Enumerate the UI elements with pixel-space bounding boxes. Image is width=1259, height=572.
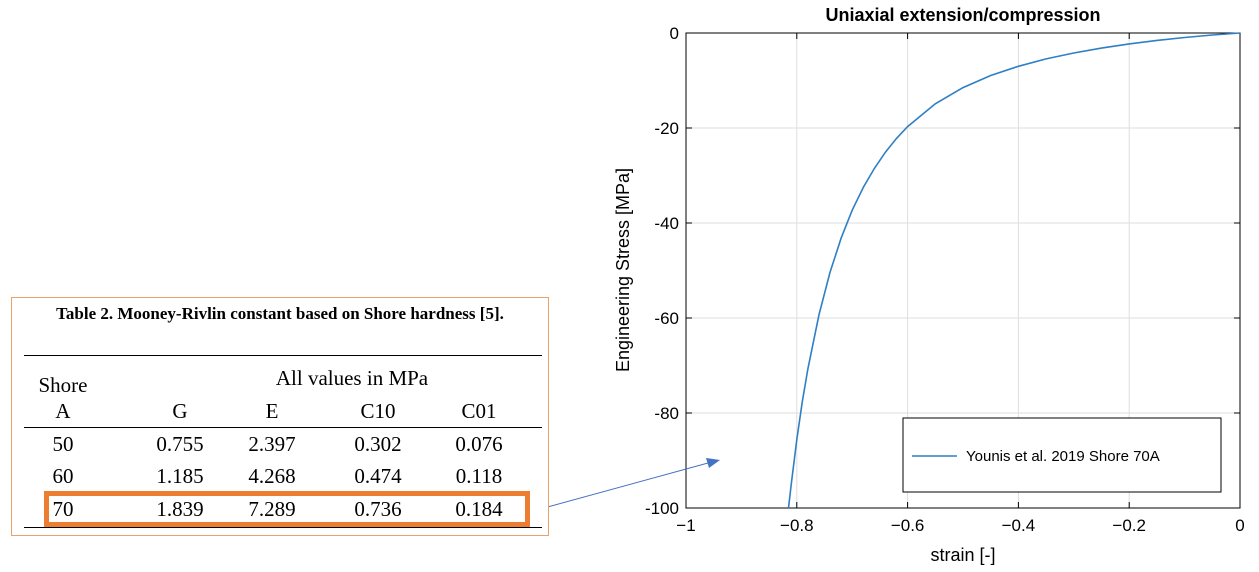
x-tick-label: −0.6 <box>891 516 925 535</box>
cell-shore: 50 <box>52 432 74 456</box>
y-tick-label: 0 <box>670 24 679 43</box>
cell-shore: 70 <box>52 497 74 521</box>
cell-g: 0.755 <box>156 432 204 456</box>
x-tick-label: 0 <box>1235 516 1244 535</box>
legend-label: Younis et al. 2019 Shore 70A <box>966 448 1160 465</box>
series-line <box>787 32 1241 509</box>
row-highlight-box <box>44 491 530 527</box>
plot-area <box>685 32 1241 509</box>
header-shore: Shore <box>38 373 88 397</box>
y-tick-label: -40 <box>654 214 679 233</box>
table-caption: Table 2. Mooney-Rivlin constant based on… <box>56 304 504 323</box>
cell-c01: 0.184 <box>455 497 503 521</box>
bottom-rule <box>24 527 542 528</box>
chart-title: Uniaxial extension/compression <box>825 5 1100 25</box>
x-tick-label: −0.8 <box>780 516 814 535</box>
cell-c10: 0.474 <box>354 464 402 488</box>
x-tick-label: −0.2 <box>1112 516 1146 535</box>
cell-c10: 0.736 <box>354 497 402 521</box>
cell-e: 7.289 <box>248 497 296 521</box>
y-tick-label: -100 <box>645 499 679 518</box>
x-axis-title: strain [-] <box>930 545 995 565</box>
y-tick-label: -60 <box>654 309 679 328</box>
y-axis-title: Engineering Stress [MPa] <box>613 168 633 372</box>
header-c10: C10 <box>360 399 396 423</box>
cell-c01: 0.118 <box>455 464 503 488</box>
cell-c01: 0.076 <box>455 432 503 456</box>
x-tick-labels: −1 −0.8 −0.6 −0.4 −0.2 0 <box>676 516 1244 535</box>
legend: Younis et al. 2019 Shore 70A <box>902 417 1222 493</box>
y-tick-label: -20 <box>654 119 679 138</box>
cell-g: 1.185 <box>156 464 204 488</box>
header-c01: C01 <box>461 399 497 423</box>
cell-g: 1.839 <box>156 497 204 521</box>
top-rule <box>24 355 542 356</box>
header-units: All values in MPa <box>275 366 429 390</box>
header-e: E <box>265 399 279 423</box>
grid-lines <box>686 33 1240 508</box>
table-panel: Table 2. Mooney-Rivlin constant based on… <box>11 297 549 536</box>
cell-e: 4.268 <box>248 464 296 488</box>
callout-arrow <box>521 458 720 515</box>
header-rule <box>24 427 542 428</box>
legend-box <box>902 417 1222 493</box>
y-tick-labels: 0 -20 -40 -60 -80 -100 <box>645 24 679 518</box>
x-tick-label: −0.4 <box>1002 516 1036 535</box>
y-tick-label: -80 <box>654 404 679 423</box>
header-shore-a: A <box>55 399 71 423</box>
cell-e: 2.397 <box>248 432 296 456</box>
cell-c10: 0.302 <box>354 432 402 456</box>
x-tick-label: −1 <box>676 516 695 535</box>
header-g: G <box>172 399 188 423</box>
cell-shore: 60 <box>52 464 74 488</box>
